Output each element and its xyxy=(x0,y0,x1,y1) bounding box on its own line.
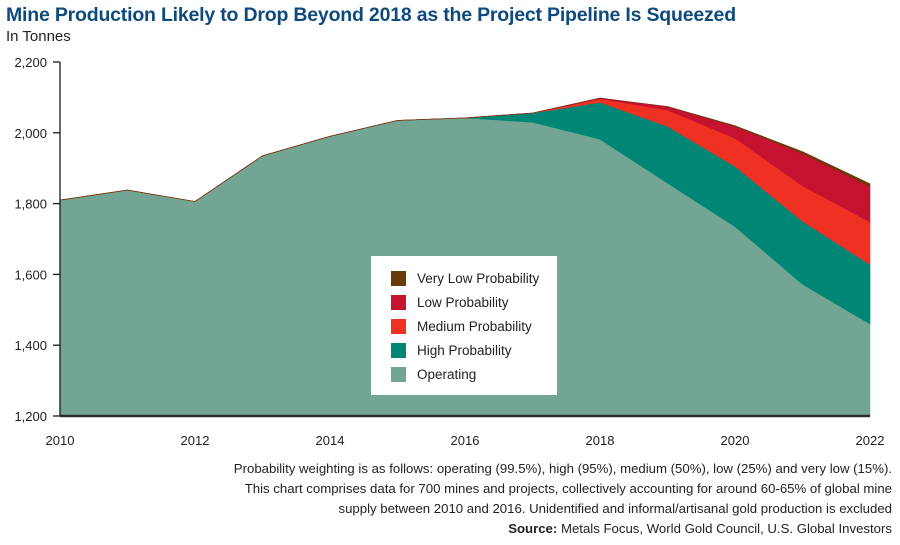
footnote-line-1: Probability weighting is as follows: ope… xyxy=(233,461,892,476)
x-tick-label: 2018 xyxy=(586,433,615,448)
y-tick-label: 2,200 xyxy=(14,55,47,70)
x-tick-label: 2020 xyxy=(721,433,750,448)
legend-swatch-low xyxy=(391,294,406,310)
area-very-low-probability xyxy=(59,97,871,202)
source-line: Source: Metals Focus, World Gold Council… xyxy=(508,521,892,536)
legend: Very Low Probability Low Probability Med… xyxy=(371,256,557,395)
legend-swatch-operating xyxy=(391,366,406,382)
y-tick-label: 1,800 xyxy=(14,197,47,212)
legend-label: Low Probability xyxy=(417,294,509,310)
legend-item-very-low: Very Low Probability xyxy=(391,269,539,287)
legend-swatch-medium xyxy=(391,318,406,334)
x-tick-label: 2010 xyxy=(46,433,75,448)
y-axis-unit-label: In Tonnes xyxy=(6,28,71,45)
source-text: Metals Focus, World Gold Council, U.S. G… xyxy=(557,521,892,536)
legend-item-high: High Probability xyxy=(391,341,512,359)
x-tick-label: 2016 xyxy=(451,433,480,448)
y-tick-label: 1,400 xyxy=(14,338,47,353)
y-axis-ticks: 1,200 1,400 1,600 1,800 2,000 2,200 xyxy=(14,55,60,424)
legend-swatch-very-low xyxy=(391,270,406,286)
legend-label: Very Low Probability xyxy=(417,270,540,286)
y-tick-label: 2,000 xyxy=(14,126,47,141)
footnote-line-2: This chart comprises data for 700 mines … xyxy=(244,481,892,496)
x-tick-label: 2014 xyxy=(316,433,345,448)
y-tick-label: 1,200 xyxy=(14,409,47,424)
axes xyxy=(59,62,870,418)
footnote-line-3: supply between 2010 and 2016. Unidentifi… xyxy=(338,501,892,516)
legend-item-low: Low Probability xyxy=(391,293,509,311)
legend-swatch-high xyxy=(391,342,406,358)
legend-item-medium: Medium Probability xyxy=(391,317,532,335)
x-axis-ticks: 2010 2012 2014 2016 2018 2020 2022 xyxy=(46,433,885,448)
legend-label: Operating xyxy=(417,366,477,382)
source-label: Source: xyxy=(508,521,558,536)
chart-title: Mine Production Likely to Drop Beyond 20… xyxy=(6,4,736,26)
legend-item-operating: Operating xyxy=(391,365,476,383)
legend-label: High Probability xyxy=(417,342,512,358)
x-tick-label: 2012 xyxy=(181,433,210,448)
y-tick-label: 1,600 xyxy=(14,267,47,282)
legend-label: Medium Probability xyxy=(417,318,532,334)
x-tick-label: 2022 xyxy=(856,433,885,448)
